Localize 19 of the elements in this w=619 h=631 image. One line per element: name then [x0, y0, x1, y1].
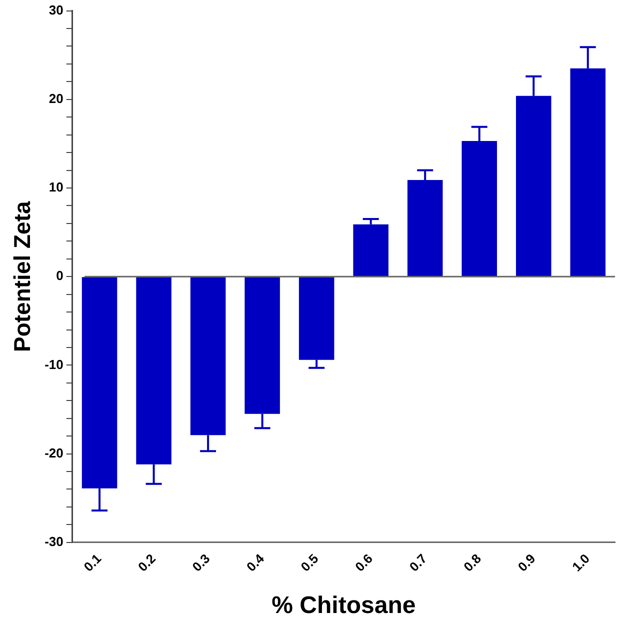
- x-tick-label: 0.9: [514, 550, 538, 574]
- x-tick-label: 0.7: [406, 550, 430, 574]
- x-tick-label: 0.6: [352, 550, 376, 574]
- y-tick-label: -10: [44, 356, 64, 372]
- y-tick-label: -30: [44, 534, 64, 549]
- x-tick-label: 0.1: [80, 550, 104, 574]
- y-tick-label: 10: [48, 180, 64, 195]
- y-axis-title: Potentiel Zeta: [9, 200, 36, 352]
- x-axis-title: % Chitosane: [272, 592, 416, 620]
- x-tick-label: 0.4: [244, 550, 268, 574]
- y-tick-label: 30: [48, 2, 64, 18]
- y-tick-label: 20: [48, 90, 64, 106]
- x-tick-label: 0.2: [135, 550, 158, 574]
- x-tick-label: 0.3: [189, 550, 213, 574]
- x-tick-label: 0.8: [460, 550, 484, 574]
- y-tick-label: 0: [56, 268, 64, 284]
- x-tick-label: 0.5: [298, 550, 322, 574]
- y-tick-label: -20: [44, 445, 64, 460]
- x-tick-label: 1.0: [569, 550, 593, 574]
